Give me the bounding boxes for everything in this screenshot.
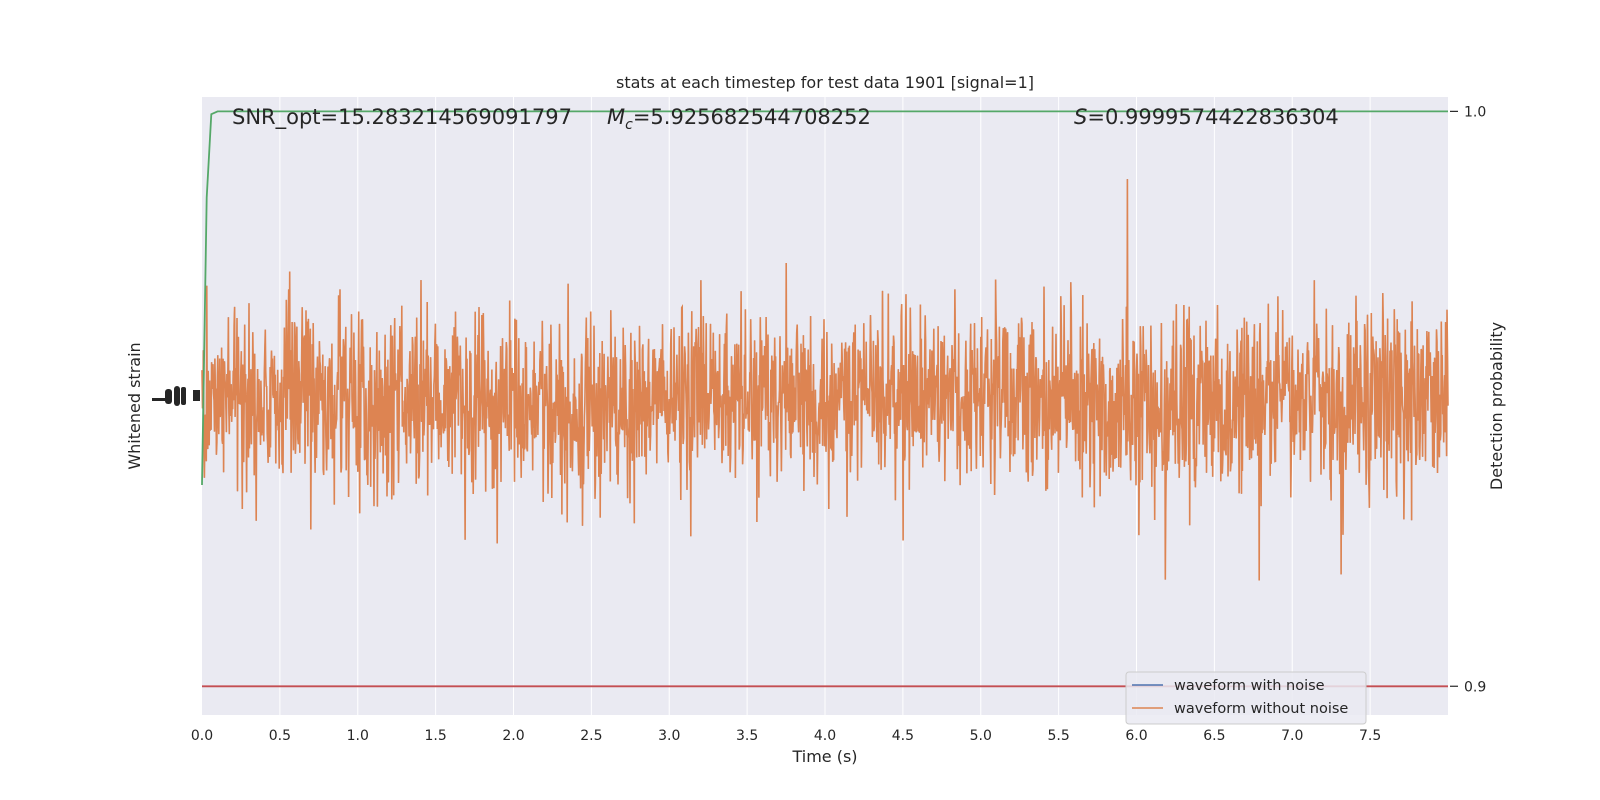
legend-box <box>1125 671 1367 725</box>
x-tick-label: 0.0 <box>191 728 213 744</box>
x-tick-label: 4.5 <box>892 728 914 744</box>
x-tick-label: 5.5 <box>1047 728 1069 744</box>
annotation-s-symbol: S <box>1074 105 1087 129</box>
chart-title: stats at each timestep for test data 190… <box>616 73 1034 92</box>
annotation-mc-subscript: c <box>625 117 633 133</box>
annotation-mc-symbol: M <box>607 105 625 129</box>
annotation-s: S=0.9999574422836304 <box>1074 105 1339 129</box>
y-left-axis-label: Whitened strain <box>125 342 144 469</box>
x-tick-label: 6.0 <box>1125 728 1147 744</box>
series-line-2 <box>201 110 1448 486</box>
y-right-axis-ticks: 0.9 1.0 <box>1450 104 1486 695</box>
x-tick-label: 3.5 <box>736 728 758 744</box>
annotation-mc: Mc=5.925682544708252 <box>607 105 871 133</box>
x-tick-label: 4.0 <box>814 728 836 744</box>
series-line-1 <box>201 179 1449 581</box>
legend-label-waveform-without-noise: waveform without noise <box>1174 701 1348 717</box>
x-tick-label: 1.0 <box>347 728 369 744</box>
x-tick-label: 1.5 <box>424 728 446 744</box>
legend-label-waveform-with-noise: waveform with noise <box>1174 678 1325 694</box>
x-tick-label: 6.5 <box>1203 728 1225 744</box>
annotation-s-value: =0.9999574422836304 <box>1087 105 1338 129</box>
annotation-mc-value: =5.925682544708252 <box>633 105 871 129</box>
y-right-axis-label: Detection probability <box>1487 322 1506 490</box>
y-right-tick-label: 1.0 <box>1464 104 1486 120</box>
x-tick-label: 5.0 <box>970 728 992 744</box>
x-tick-label: 7.0 <box>1281 728 1303 744</box>
legend: waveform with noise waveform without noi… <box>1125 671 1367 725</box>
x-tick-label: 0.5 <box>269 728 291 744</box>
x-axis-ticks: 0.0 0.5 1.0 1.5 2.0 2.5 3.0 3.5 4.0 4.5 5.0 5.5 6.0 6… <box>191 728 1381 744</box>
y-left-tick-cluster <box>152 386 200 406</box>
x-tick-label: 2.5 <box>580 728 602 744</box>
annotation-snr: SNR_opt=15.283214569091797 <box>232 105 572 130</box>
y-right-tick-label: 0.9 <box>1464 679 1486 695</box>
x-tick-label: 7.5 <box>1359 728 1381 744</box>
x-axis-label: Time (s) <box>791 747 857 766</box>
x-tick-label: 3.0 <box>658 728 680 744</box>
x-tick-label: 2.0 <box>502 728 524 744</box>
